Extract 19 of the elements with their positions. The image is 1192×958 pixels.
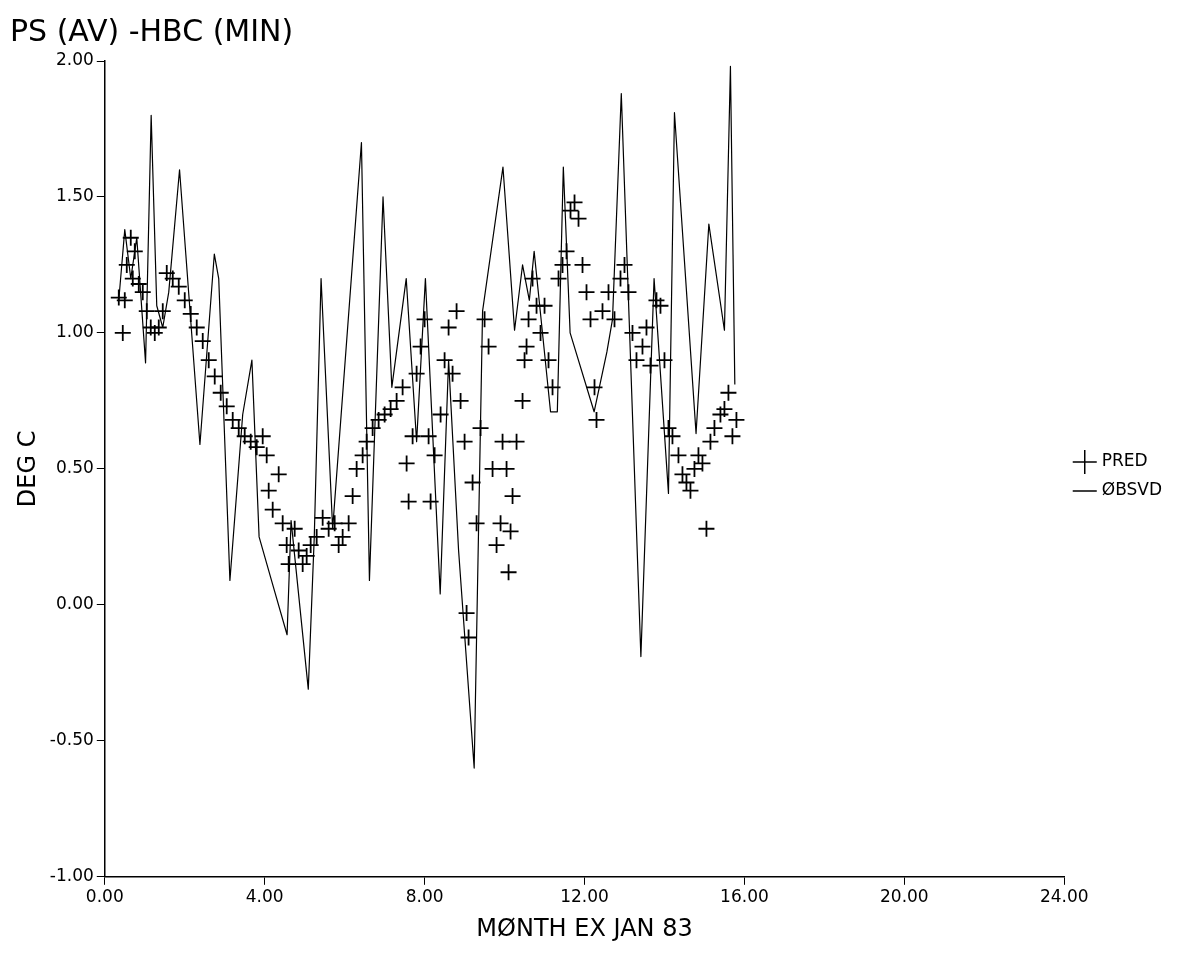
x-tick-label: 20.00	[880, 886, 929, 907]
x-tick-label: 8.00	[405, 886, 444, 907]
y-axis-title: DEG C	[12, 430, 41, 508]
y-tick-label: 0.50	[55, 457, 94, 478]
x-tick-label: 0.00	[85, 886, 124, 907]
x-tick-label: 4.00	[245, 886, 284, 907]
x-tick-label: 12.00	[560, 886, 609, 907]
y-tick-label: -0.50	[49, 729, 94, 750]
legend-label: PRED	[1101, 450, 1148, 471]
y-tick-label: 1.00	[55, 321, 94, 342]
x-axis-title: MØNTH EX JAN 83	[476, 913, 693, 942]
y-tick-label: 0.00	[55, 593, 94, 614]
x-tick-label: 16.00	[720, 886, 769, 907]
y-tick-label: 2.00	[55, 49, 94, 70]
chart-title: PS (AV) -HBC (MIN)	[10, 12, 294, 48]
legend-label: ØBSVD	[1101, 479, 1163, 500]
y-tick-label: 1.50	[55, 185, 94, 206]
x-tick-label: 24.00	[1039, 886, 1089, 907]
y-tick-label: -1.00	[49, 865, 94, 886]
